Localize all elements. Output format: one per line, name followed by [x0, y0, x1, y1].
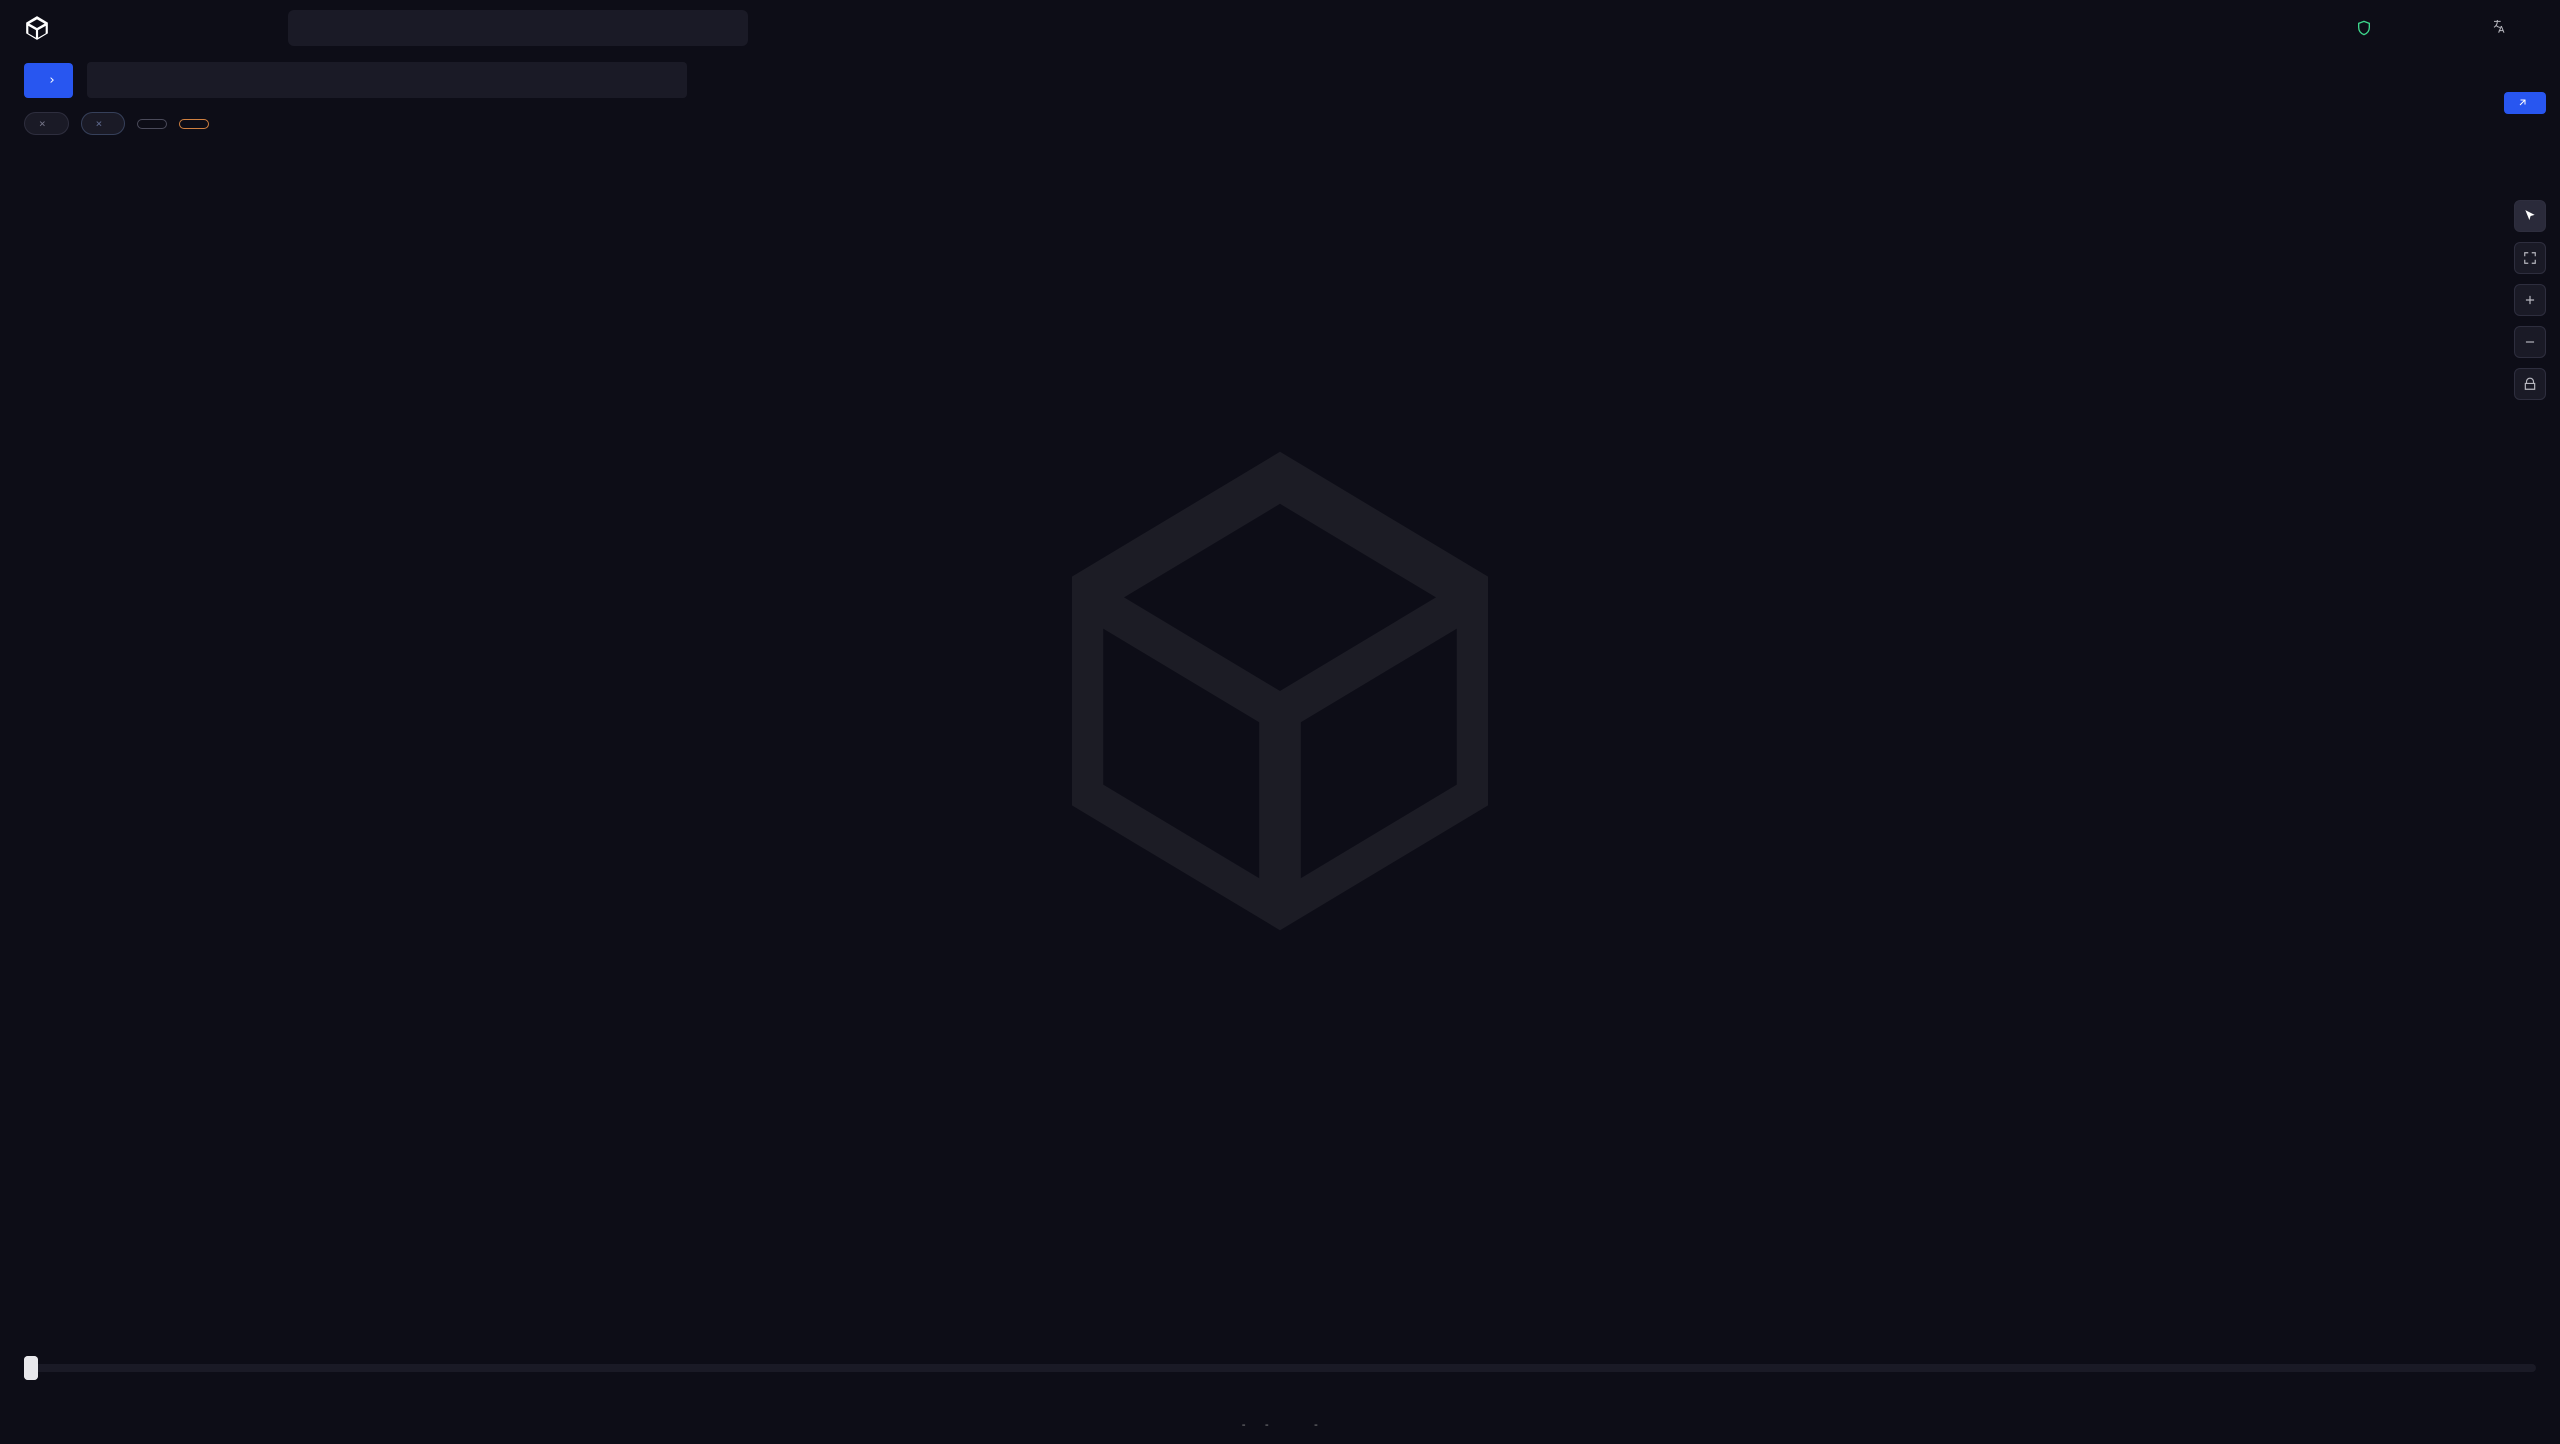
filter-pills: × × [0, 108, 2560, 145]
pill-usd-filter[interactable]: × [81, 112, 126, 135]
topbar [0, 0, 2560, 56]
footer: - - - [0, 1404, 2560, 1444]
tool-lock[interactable] [2514, 368, 2546, 400]
tool-fullscreen[interactable] [2514, 242, 2546, 274]
pill-address[interactable]: × [24, 112, 69, 135]
secondary-bar: › [0, 56, 2560, 108]
fullscreen-icon [2523, 251, 2537, 265]
footer-sep: - [1263, 1418, 1270, 1431]
tool-zoom-out[interactable] [2514, 326, 2546, 358]
pill-flow[interactable] [179, 119, 209, 129]
timeline-handle-right[interactable] [24, 1356, 38, 1380]
minus-icon [2523, 335, 2537, 349]
lock-icon [2523, 377, 2537, 391]
brand-logo[interactable] [24, 15, 60, 41]
footer-sep: - [1240, 1418, 1247, 1431]
tool-cursor[interactable] [2514, 200, 2546, 232]
close-icon[interactable]: × [39, 117, 46, 130]
timeline[interactable] [24, 1338, 2536, 1384]
tool-zoom-in[interactable] [2514, 284, 2546, 316]
nav-language[interactable] [2492, 18, 2508, 38]
close-icon[interactable]: × [96, 117, 103, 130]
entity-input[interactable] [87, 62, 687, 98]
more-info-button[interactable]: › [24, 63, 73, 98]
shield-icon [2356, 20, 2372, 36]
graph-toolbox [2514, 200, 2546, 400]
arkham-logo-icon [24, 15, 50, 41]
timeline-track[interactable] [24, 1364, 2536, 1372]
pill-sort[interactable] [137, 119, 167, 129]
footer-sep: - [1313, 1418, 1320, 1431]
language-icon [2492, 18, 2508, 34]
arkham-badge[interactable] [2356, 20, 2380, 36]
global-search-input[interactable] [288, 10, 748, 46]
share-button[interactable] [2504, 92, 2546, 114]
plus-icon [2523, 293, 2537, 307]
chevron-right-icon: › [48, 73, 57, 88]
share-icon [2516, 97, 2528, 109]
graph-edges [0, 180, 2560, 1314]
graph-canvas[interactable] [0, 180, 2560, 1314]
cursor-icon [2523, 209, 2537, 223]
topbar-right [2356, 18, 2536, 38]
